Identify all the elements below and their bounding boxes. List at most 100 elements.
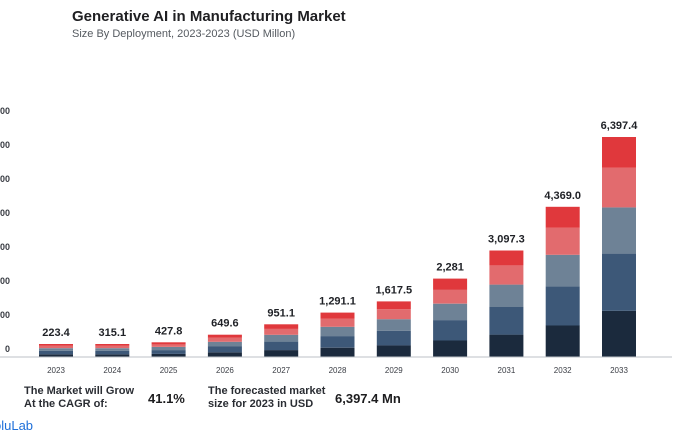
cagr-description: The Market will Grow At the CAGR of: <box>24 385 134 411</box>
bar-segment <box>320 318 355 327</box>
cagr-value: 41.1% <box>148 391 185 406</box>
bar-segment <box>545 286 580 326</box>
bar-segment <box>151 347 186 351</box>
bar-segment <box>264 324 299 329</box>
cagr-text-line-1: The Market will Grow <box>24 385 135 397</box>
bar-value-label: 223.4 <box>42 327 70 339</box>
bar-segment <box>39 354 73 357</box>
bar-segment <box>39 350 73 355</box>
x-tick-label: 2027 <box>272 366 290 375</box>
bar-value-label: 649.6 <box>211 318 239 330</box>
bar-segment <box>39 348 73 351</box>
bar-segment <box>207 352 242 357</box>
y-tick-label: 000 <box>0 174 10 184</box>
bar-segment <box>545 206 580 228</box>
stacked-bar-chart: 0000000000000000000000 223.4315.1427.864… <box>0 106 672 375</box>
bar-segment <box>489 265 524 285</box>
y-tick-label: 000 <box>0 106 10 116</box>
bar-segment <box>602 137 636 168</box>
x-tick-label: 2025 <box>160 366 178 375</box>
brand-logo-text: oluLab <box>0 418 34 433</box>
bar-segment <box>39 345 73 349</box>
bar-value-label: 4,369.0 <box>544 190 581 202</box>
x-tick-label: 2030 <box>441 366 459 375</box>
bar-segment <box>433 303 468 321</box>
bar-value-label: 315.1 <box>99 327 127 339</box>
bar-segment <box>264 341 299 351</box>
bar-segment <box>433 340 468 357</box>
bar-segment <box>151 350 186 354</box>
bar-value-label: 427.8 <box>155 325 183 337</box>
x-tick-label: 2024 <box>103 366 121 375</box>
bar-segment <box>376 319 411 331</box>
bar-segment <box>320 312 355 319</box>
chart-title: Generative AI in Manufacturing Market <box>72 8 346 25</box>
bar-segment <box>489 306 524 335</box>
x-tick-label: 2032 <box>554 366 572 375</box>
bar-segment <box>151 353 186 357</box>
bar-segment <box>320 326 355 337</box>
bar-segment <box>433 320 468 341</box>
bar-segment <box>320 336 355 348</box>
bar-segment <box>95 345 130 349</box>
forecast-value: 6,397.4 Mn <box>335 391 401 406</box>
bar-segment <box>95 348 130 351</box>
x-tick-label: 2033 <box>610 366 628 375</box>
x-tick-label: 2023 <box>47 366 65 375</box>
bar-segment <box>264 334 299 342</box>
cagr-text-line-2: At the CAGR of: <box>24 398 108 410</box>
bar-value-label: 2,281 <box>436 262 464 274</box>
bar-segment <box>602 167 636 208</box>
bars: 223.4 315.1 427.8 649.6 951.1 1,291.1 1,617.5 2… <box>39 120 638 357</box>
bar-segment <box>489 284 524 307</box>
bar-segment <box>39 344 73 346</box>
bar-segment <box>207 334 242 338</box>
chart-subtitle: Size By Deployment, 2023-2023 (USD Millo… <box>72 28 296 40</box>
bar-value-label: 951.1 <box>267 307 295 319</box>
bar-segment <box>320 347 355 357</box>
bar-segment <box>95 354 130 357</box>
bar-segment <box>376 301 411 310</box>
y-axis-ticks: 0000000000000000000000 <box>0 106 10 354</box>
bar-segment <box>433 289 468 304</box>
x-tick-label: 2029 <box>385 366 403 375</box>
bar-value-label: 1,617.5 <box>375 284 412 296</box>
bar-segment <box>545 254 580 287</box>
y-tick-label: 000 <box>0 310 10 320</box>
bar-value-label: 6,397.4 <box>601 120 639 132</box>
bar-segment <box>376 309 411 320</box>
bar-segment <box>95 350 130 355</box>
forecast-description: The forecasted market size for 2023 in U… <box>208 385 325 411</box>
bar-segment <box>545 325 580 357</box>
bar-segment <box>602 253 636 311</box>
bar-value-label: 1,291.1 <box>319 296 356 308</box>
bar-segment <box>151 342 186 345</box>
bar-segment <box>489 250 524 266</box>
x-tick-label: 2026 <box>216 366 234 375</box>
y-tick-label: 000 <box>0 140 10 150</box>
bar-segment <box>264 350 299 357</box>
bar-segment <box>207 346 242 353</box>
bar-segment <box>207 337 242 342</box>
y-tick-label: 000 <box>0 208 10 218</box>
bar-value-label: 3,097.3 <box>488 234 525 246</box>
bar-segment <box>207 341 242 347</box>
bar-segment <box>376 345 411 357</box>
forecast-text-line-2: size for 2023 in USD <box>208 398 314 410</box>
x-axis-labels: 2023 2024 2025 2026 2027 2028 2029 2030 2031 2032… <box>47 366 628 375</box>
x-tick-label: 2028 <box>329 366 347 375</box>
y-tick-label: 000 <box>0 276 10 286</box>
bar-segment <box>602 207 636 254</box>
bar-segment <box>264 328 299 335</box>
y-tick-label: 000 <box>0 242 10 252</box>
x-tick-label: 2031 <box>498 366 516 375</box>
bar-segment <box>376 330 411 346</box>
bar-segment <box>433 278 468 290</box>
y-tick-label: 0 <box>5 344 10 354</box>
bar-segment <box>602 310 636 357</box>
bar-segment <box>545 227 580 255</box>
forecast-text-line-1: The forecasted market <box>208 385 326 397</box>
bar-segment <box>151 344 186 347</box>
bar-segment <box>489 334 524 357</box>
bar-segment <box>95 344 130 346</box>
